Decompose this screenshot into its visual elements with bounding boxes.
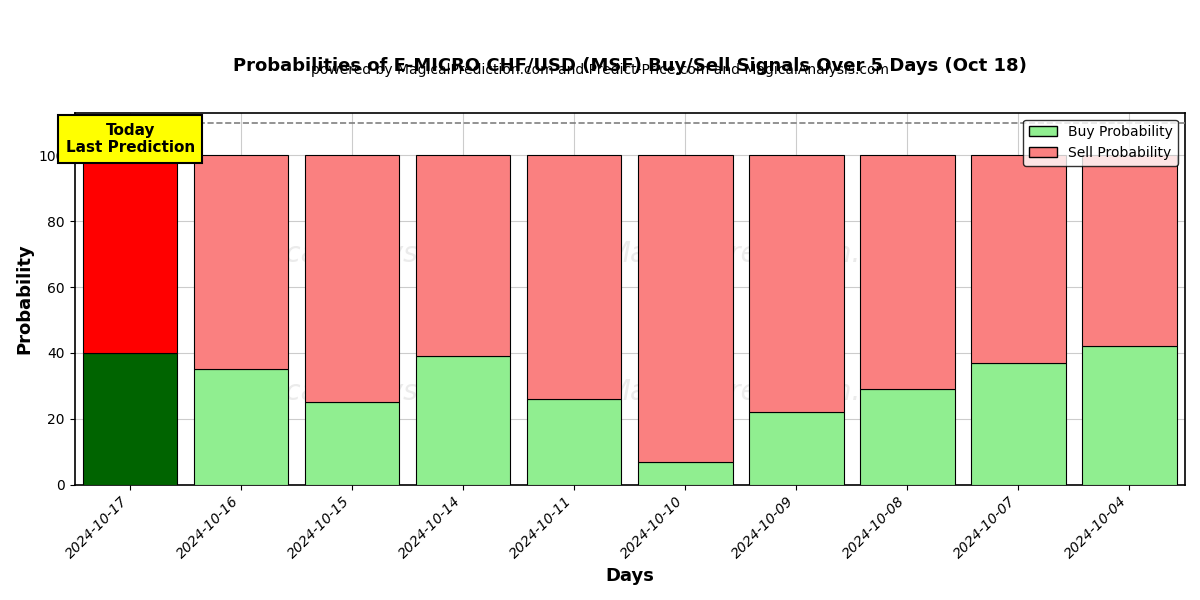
Bar (1082, 346, 1177, 485)
Bar (971, 363, 1066, 485)
Bar (638, 155, 732, 461)
Title: Probabilities of E-MICRO CHF/USD (MSF) Buy/Sell Signals Over 5 Days (Oct 18): Probabilities of E-MICRO CHF/USD (MSF) B… (233, 57, 1027, 75)
Bar (305, 402, 400, 485)
Bar (971, 155, 1066, 363)
X-axis label: Days: Days (605, 567, 654, 585)
Bar (638, 461, 732, 485)
Bar (194, 370, 288, 485)
Bar (194, 155, 288, 370)
Bar (83, 353, 178, 485)
Bar (305, 155, 400, 402)
Bar (527, 155, 622, 399)
Bar (527, 399, 622, 485)
Bar (83, 155, 178, 353)
Text: MagicalPrediction.com: MagicalPrediction.com (606, 377, 920, 406)
Bar (860, 155, 955, 389)
Legend: Buy Probability, Sell Probability: Buy Probability, Sell Probability (1024, 119, 1178, 166)
Text: MagicalPrediction.com: MagicalPrediction.com (606, 240, 920, 268)
Bar (860, 389, 955, 485)
Text: powered by MagicalPrediction.com and Predict-Price.com and MagicalAnalysis.com: powered by MagicalPrediction.com and Pre… (311, 63, 889, 77)
Bar (416, 356, 510, 485)
Text: MagicalAnalysis.com: MagicalAnalysis.com (218, 377, 508, 406)
Bar (416, 155, 510, 356)
Bar (749, 412, 844, 485)
Bar (749, 155, 844, 412)
Y-axis label: Probability: Probability (16, 243, 34, 354)
Text: MagicalAnalysis.com: MagicalAnalysis.com (218, 240, 508, 268)
Text: Today
Last Prediction: Today Last Prediction (66, 123, 194, 155)
Bar (1082, 155, 1177, 346)
